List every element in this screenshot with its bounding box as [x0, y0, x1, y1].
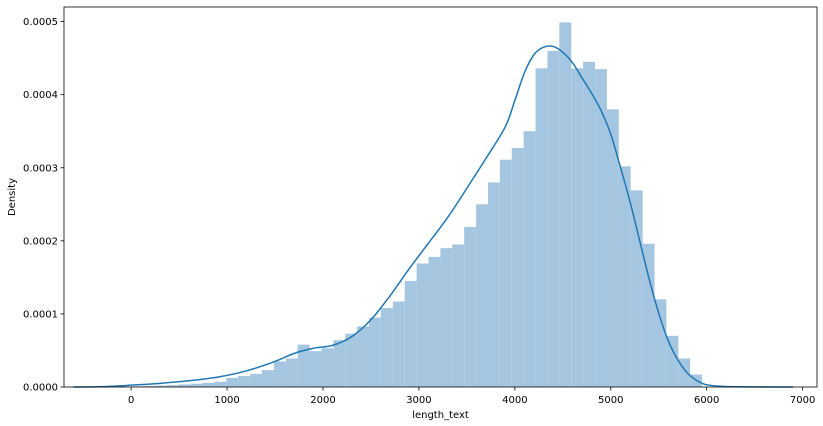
- histogram-bar: [143, 386, 155, 387]
- y-axis-ticks: 0.0000 0.0001 0.0002 0.0003 0.0004 0.0005: [23, 17, 64, 394]
- histogram-bar: [499, 159, 512, 387]
- histogram-bar: [559, 22, 572, 387]
- x-tick-label: 2000: [310, 395, 335, 406]
- x-tick-label: 4000: [502, 395, 527, 406]
- histogram-bar: [666, 335, 679, 387]
- histogram-bar: [523, 131, 536, 387]
- x-tick-label: 6000: [694, 395, 719, 406]
- histogram-bar: [321, 348, 334, 387]
- histogram-bar: [452, 244, 465, 387]
- y-tick-label: 0.0002: [23, 236, 58, 247]
- y-axis-label: Density: [7, 178, 18, 216]
- histogram-bar: [250, 373, 262, 387]
- histogram-bar: [583, 61, 596, 388]
- histogram-bar: [297, 344, 310, 387]
- histogram-bar: [606, 109, 619, 388]
- y-tick-label: 0.0005: [23, 17, 58, 28]
- histogram-bar: [547, 50, 560, 387]
- histogram-bar: [369, 317, 381, 387]
- histogram-bar: [440, 248, 453, 387]
- x-tick-label: 3000: [406, 395, 431, 406]
- histogram-bar: [202, 382, 215, 387]
- x-tick-label: 1000: [214, 395, 239, 406]
- histogram-bar: [166, 385, 179, 387]
- x-tick-label: 7000: [790, 395, 815, 406]
- histogram-bar: [238, 376, 251, 387]
- histogram-bar: [487, 182, 500, 387]
- axes-frame: [63, 6, 818, 388]
- x-tick-label: 0: [128, 395, 134, 406]
- histogram-bar: [428, 256, 441, 387]
- histogram-bar: [476, 204, 488, 387]
- histogram-bar: [416, 263, 429, 387]
- histogram-bar: [618, 166, 631, 387]
- y-tick-label: 0.0000: [23, 383, 58, 394]
- histogram-bar: [571, 68, 584, 387]
- histogram-bar: [404, 281, 417, 387]
- histogram-bar: [214, 381, 227, 387]
- histogram-bar: [226, 377, 239, 387]
- x-tick-label: 5000: [598, 395, 623, 406]
- histogram-bar: [392, 301, 405, 387]
- histogram-bar: [380, 308, 393, 387]
- y-tick-label: 0.0004: [23, 90, 58, 101]
- x-axis-label: length_text: [412, 410, 469, 421]
- kde-density-curve: [73, 45, 794, 388]
- histogram-bar: [178, 384, 191, 387]
- histogram-bar: [261, 370, 274, 387]
- histogram-bar: [630, 190, 643, 387]
- histogram-bar: [273, 361, 286, 387]
- histogram-bar: [654, 299, 667, 387]
- histogram-bar: [464, 226, 477, 387]
- histogram-bars: [131, 22, 703, 388]
- y-tick-label: 0.0001: [23, 309, 58, 320]
- histogram-bar: [678, 358, 691, 387]
- histogram-bar: [642, 243, 655, 387]
- histogram-bar: [190, 383, 203, 387]
- histogram-bar: [535, 68, 548, 387]
- histogram-bar: [309, 351, 322, 387]
- histogram-bar: [345, 333, 358, 387]
- histogram-bar: [285, 358, 298, 387]
- x-axis-ticks: 0 1000 2000 3000 4000 5000 6000 7000: [128, 387, 815, 406]
- y-tick-label: 0.0003: [23, 163, 58, 174]
- histogram-bar: [511, 148, 524, 387]
- histogram-bar: [333, 340, 346, 387]
- histogram-bar: [595, 69, 607, 387]
- histogram-bar: [357, 326, 370, 387]
- histogram-bar: [154, 385, 167, 387]
